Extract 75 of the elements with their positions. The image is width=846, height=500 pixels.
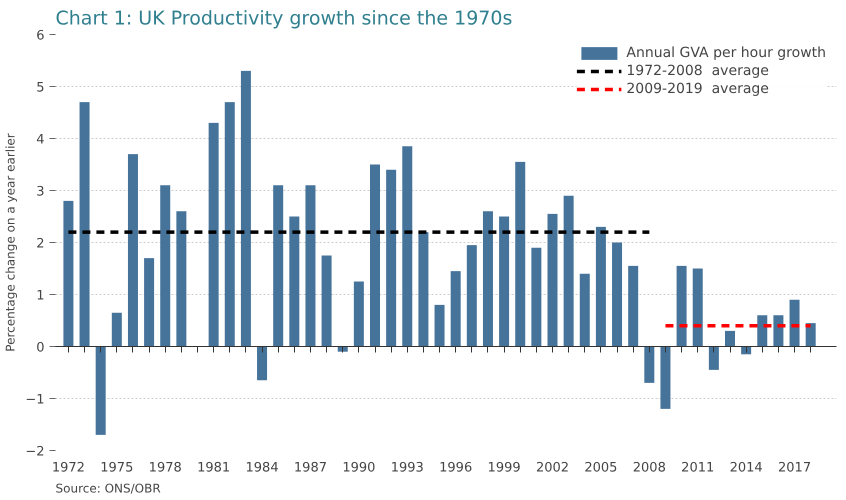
- bar: [386, 170, 396, 346]
- bar: [450, 271, 461, 346]
- x-tick-label: 1972: [52, 460, 85, 476]
- source-note: Source: ONS/OBR: [56, 482, 161, 496]
- x-tick-label: 1993: [390, 460, 424, 476]
- bar: [354, 282, 364, 346]
- x-tick-label: 1996: [439, 460, 472, 476]
- y-tick-label: −2: [25, 444, 45, 460]
- bar: [806, 323, 816, 346]
- x-tick-label: 1990: [342, 460, 376, 476]
- bar: [628, 266, 638, 346]
- legend-label: 2009-2019 average: [626, 80, 769, 98]
- x-tick-label: 1984: [246, 460, 279, 476]
- bar: [80, 102, 90, 346]
- bar: [63, 200, 74, 346]
- y-tick-label: 5: [36, 80, 45, 96]
- bar: [322, 256, 332, 346]
- bar: [273, 185, 284, 346]
- bar: [790, 300, 800, 346]
- bar: [499, 216, 510, 346]
- bar: [418, 232, 428, 346]
- bar: [289, 216, 300, 346]
- bar: [531, 248, 542, 346]
- legend-label: 1972-2008 average: [626, 62, 769, 80]
- bar: [434, 304, 445, 346]
- x-tick-label: 1981: [197, 460, 230, 476]
- bar: [725, 330, 735, 346]
- bar: [112, 312, 122, 346]
- bar: [580, 274, 590, 346]
- bar: [515, 162, 526, 346]
- bar: [224, 102, 235, 346]
- bar: [176, 211, 186, 346]
- bar: [160, 185, 170, 346]
- x-tick-label: 2017: [778, 460, 812, 476]
- bar: [644, 346, 654, 383]
- bar: [128, 154, 138, 346]
- x-tick-label: 2002: [536, 460, 570, 476]
- bar: [257, 346, 268, 380]
- x-tick-label: 1975: [100, 460, 134, 476]
- y-axis-title: Percentage change on a year earlier: [3, 133, 18, 352]
- bar: [305, 185, 316, 346]
- bar: [692, 268, 703, 346]
- x-tick-label: 2014: [730, 460, 763, 476]
- y-tick-label: 2: [36, 236, 45, 252]
- y-tick-label: 4: [36, 132, 45, 148]
- x-tick-label: 1999: [488, 460, 521, 476]
- x-tick-label: 1987: [294, 460, 328, 476]
- bar: [144, 258, 154, 346]
- bar: [612, 242, 622, 346]
- x-tick-label: 2011: [681, 460, 714, 476]
- bar: [773, 315, 784, 346]
- bar: [676, 266, 687, 346]
- bar: [96, 346, 106, 435]
- bar: [564, 196, 574, 346]
- bar: [596, 226, 606, 346]
- bar: [208, 122, 219, 346]
- y-tick-label: 3: [36, 184, 45, 200]
- bar: [466, 245, 477, 346]
- y-tick-label: 1: [36, 288, 45, 304]
- x-tick-label: 2008: [632, 460, 666, 476]
- x-tick-label: 1978: [148, 460, 182, 476]
- bar: [708, 346, 719, 370]
- bar: [402, 146, 412, 346]
- chart-title: Chart 1: UK Productivity growth since the 1970s: [56, 8, 512, 30]
- bar: [757, 315, 768, 346]
- bar: [370, 164, 380, 346]
- bar: [240, 70, 251, 346]
- bar: [482, 211, 493, 346]
- y-tick-label: −1: [25, 392, 45, 408]
- bar: [548, 214, 558, 346]
- bar: [660, 346, 670, 409]
- x-tick-label: 2005: [584, 460, 618, 476]
- legend-label: Annual GVA per hour growth: [626, 44, 826, 62]
- y-tick-label: 0: [36, 340, 45, 356]
- y-tick-label: 6: [36, 28, 45, 44]
